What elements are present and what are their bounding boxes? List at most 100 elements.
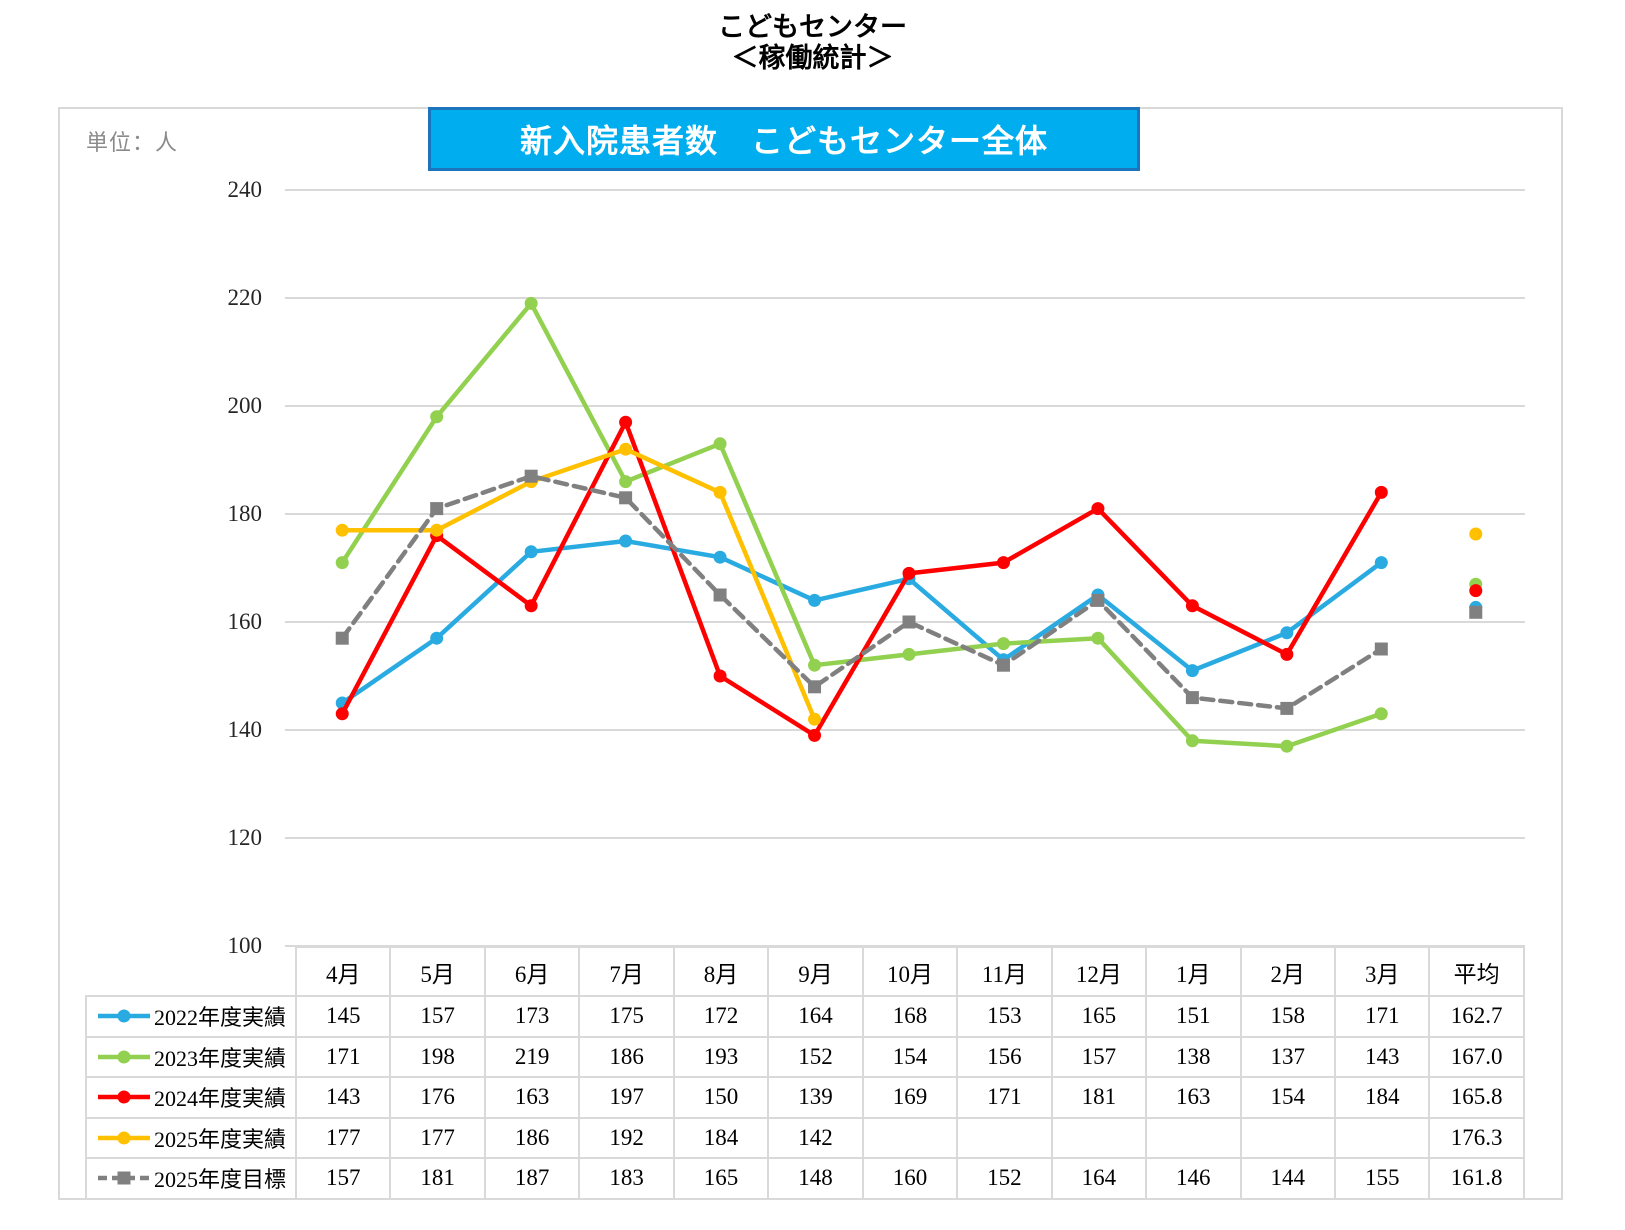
table-cell: 177 [294,1116,392,1159]
y-axis-label: 120 [227,825,263,850]
data-point [1280,739,1294,753]
month-header: 12月 [1050,946,1148,997]
data-point [1374,642,1388,656]
table-cell: 184 [672,1116,770,1159]
legend-line-icon [98,1050,150,1064]
table-cell [956,1116,1053,1159]
table-cell: 163 [483,1076,581,1119]
table-cell: 181 [389,1157,486,1200]
table-cell: 163 [1145,1076,1242,1119]
y-axis-label: 140 [227,717,263,742]
data-point [430,502,444,516]
data-point [713,485,727,499]
table-cell: 152 [956,1157,1053,1200]
chart-title: 新入院患者数 こどもセンター全体 [519,123,1048,159]
legend-label: 2025年度目標 [154,1167,287,1193]
legend-cell: 2024年度実績 [85,1076,297,1119]
data-point [1374,556,1388,570]
table-cell: 193 [672,1035,770,1078]
table-header-row: 4月 5月 6月 7月 8月 9月 10月 11月 12月 1月 2月 3月 平均 [86,946,1525,997]
table-cell: 192 [578,1116,675,1159]
data-point [117,1090,131,1104]
data-point [117,1050,131,1064]
table-row: 2024年度実績 143 176 163 197 150 139 169 171 181 163 15… [85,1076,1525,1119]
y-axis-label: 100 [227,933,263,958]
legend-line-icon [98,1009,150,1023]
table-cell [861,1116,959,1159]
table-cell: 145 [294,995,392,1038]
table-cell [1050,1116,1148,1159]
data-point [1374,707,1388,721]
table-cell: 157 [389,995,486,1038]
table-row: 2025年度目標 157 181 187 183 165 148 160 152 164 146 14… [85,1157,1525,1200]
month-header: 8月 [672,946,770,997]
month-header: 1月 [1145,946,1242,997]
data-point [808,658,822,672]
table-cell: 144 [1239,1157,1336,1200]
series-line-1 [339,301,1384,749]
table-cell: 165 [1050,995,1148,1038]
table-cell: 171 [1333,995,1431,1038]
data-point [1280,647,1294,661]
chart-title-banner: 新入院患者数 こどもセンター全体 [428,107,1140,171]
series-line-2 [339,419,1384,738]
table-cell: 197 [578,1076,675,1119]
legend-cell: 2023年度実績 [85,1035,297,1078]
data-point [713,437,727,451]
table-cell: 155 [1333,1157,1431,1200]
data-point [117,1009,131,1023]
table-cell: 138 [1145,1035,1242,1078]
table-cell: 142 [767,1116,864,1159]
data-point [335,631,349,645]
legend-line-icon [98,1131,150,1145]
table-cell: 171 [294,1035,392,1078]
month-header: 5月 [389,946,486,997]
data-point [902,615,916,629]
month-header: 平均 [1428,946,1525,997]
table-cell: 171 [956,1076,1053,1119]
table-cell: 143 [294,1076,392,1119]
table-corner [86,947,296,996]
table-cell: 148 [767,1157,864,1200]
table-cell: 176.3 [1428,1116,1525,1159]
legend-cell: 2025年度実績 [85,1116,297,1159]
chart-widget: 単位：人 新入院患者数 こどもセンター全体 240 220 200 180 160 140… [58,107,1563,1200]
table-row: 2023年度実績 171 198 219 186 193 152 154 156 157 138 13… [85,1035,1525,1078]
table-cell: 177 [389,1116,486,1159]
data-point [996,658,1010,672]
table-cell: 157 [1050,1035,1148,1078]
data-point [619,491,633,505]
y-axis-label: 220 [227,285,263,310]
data-point [430,523,444,537]
table-cell: 168 [861,995,959,1038]
data-table: 4月 5月 6月 7月 8月 9月 10月 11月 12月 1月 2月 3月 平均 2022年度実績 145… [85,946,1525,1200]
table-cell: 146 [1145,1157,1242,1200]
y-axis-label: 180 [227,501,263,526]
data-point [524,469,538,483]
page-title: こどもセンター ＜稼働統計＞ [0,12,1625,74]
table-cell [1239,1116,1336,1159]
table-cell: 161.8 [1428,1157,1525,1200]
data-point [996,556,1010,570]
table-cell: 186 [578,1035,675,1078]
data-point [808,712,822,726]
table-cell: 154 [861,1035,959,1078]
legend-label: 2023年度実績 [154,1045,287,1071]
data-point [524,296,538,310]
table-row: 2022年度実績 145 157 173 175 172 164 168 153 165 151 15… [85,995,1525,1038]
data-point [524,599,538,613]
series-line-4 [339,473,1384,711]
month-header: 11月 [956,946,1053,997]
table-cell: 164 [1050,1157,1148,1200]
table-cell: 169 [861,1076,959,1119]
table-cell: 150 [672,1076,770,1119]
data-point [619,534,633,548]
table-cell: 157 [294,1157,392,1200]
data-point [335,707,349,721]
data-point [1469,584,1483,598]
data-point [1185,664,1199,678]
table-cell: 198 [389,1035,486,1078]
data-point [713,669,727,683]
table-cell: 137 [1239,1035,1336,1078]
data-point [808,593,822,607]
